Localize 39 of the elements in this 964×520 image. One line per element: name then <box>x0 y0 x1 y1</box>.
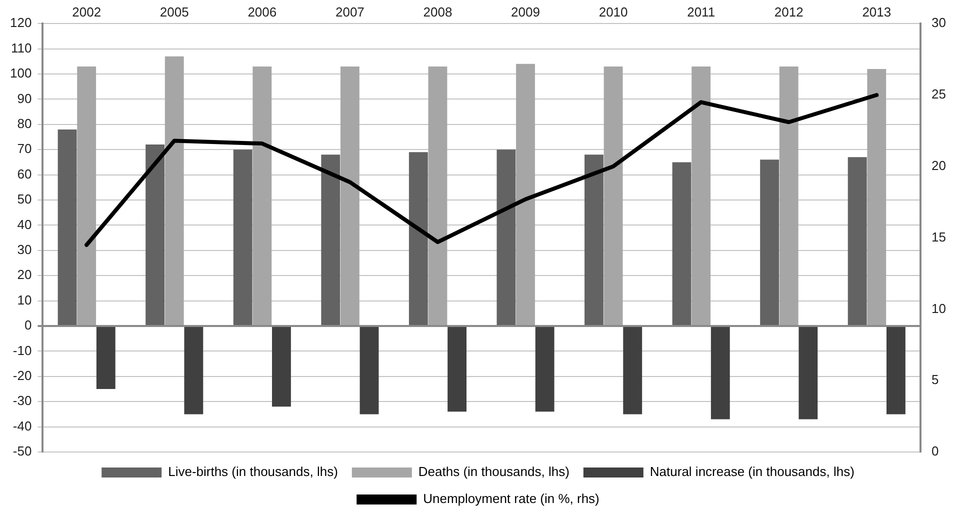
y2-tick-label: 25 <box>932 86 946 102</box>
y-tick-label: 110 <box>10 40 32 56</box>
legend-label: Natural increase (in thousands, lhs) <box>650 464 854 480</box>
y2-tick-label: 0 <box>932 444 939 459</box>
y2-tick-label: 10 <box>932 300 946 316</box>
y-tick-label: 40 <box>17 216 32 232</box>
y-tick-label: 30 <box>17 242 32 257</box>
y2-tick-label: 15 <box>932 229 946 244</box>
x-tick-label: 2002 <box>72 4 102 20</box>
legend-label: Deaths (in thousands, lhs) <box>418 464 570 480</box>
y2-tick-label: 20 <box>932 158 946 173</box>
y-tick-label: -50 <box>12 444 32 459</box>
x-tick-label: 2008 <box>423 4 452 20</box>
y-tick-label: -20 <box>12 368 32 383</box>
x-tick-label: 2010 <box>598 4 628 20</box>
y-tick-label: 90 <box>17 90 32 106</box>
y-tick-label: 70 <box>17 141 32 156</box>
y-tick-label: -40 <box>12 418 32 434</box>
y2-tick-label: 30 <box>932 15 946 30</box>
x-tick-label: 2009 <box>511 4 540 20</box>
y2-tick-label: 5 <box>932 372 939 388</box>
y-tick-label: 20 <box>17 267 32 282</box>
x-tick-label: 2005 <box>160 4 189 20</box>
x-tick-label: 2007 <box>335 4 364 20</box>
y-tick-label: 50 <box>17 192 32 207</box>
x-tick-label: 2006 <box>248 4 277 20</box>
y-tick-label: 120 <box>10 15 32 30</box>
y-tick-label: 100 <box>10 66 32 81</box>
x-tick-label: 2013 <box>862 4 892 20</box>
y-tick-label: 80 <box>17 116 32 131</box>
y-tick-label: 0 <box>24 318 32 333</box>
y-tick-label: -30 <box>12 393 32 408</box>
x-tick-label: 2012 <box>774 4 804 20</box>
legend-label: Unemployment rate (in %, rhs) <box>423 491 600 506</box>
y-tick-label: 60 <box>17 166 32 182</box>
y-tick-label: 10 <box>17 292 32 308</box>
x-tick-label: 2011 <box>687 4 716 20</box>
legend-label: Live-births (in thousands, lhs) <box>168 464 338 480</box>
y-tick-label: -10 <box>12 342 32 358</box>
